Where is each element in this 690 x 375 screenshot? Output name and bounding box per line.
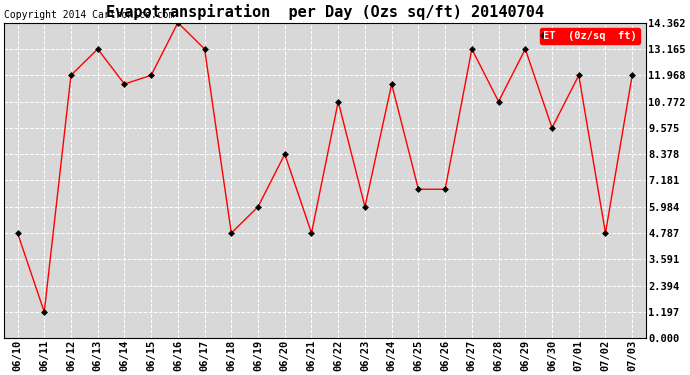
- Line: ET  (0z/sq  ft): ET (0z/sq ft): [15, 21, 634, 314]
- Legend: ET  (0z/sq  ft): ET (0z/sq ft): [540, 28, 640, 44]
- ET  (0z/sq  ft): [40, 310, 48, 314]
- ET  (0z/sq  ft): [575, 73, 583, 78]
- ET  (0z/sq  ft): [307, 231, 315, 235]
- ET  (0z/sq  ft): [441, 187, 449, 192]
- ET  (0z/sq  ft): [120, 82, 128, 86]
- ET  (0z/sq  ft): [201, 47, 209, 51]
- ET  (0z/sq  ft): [254, 204, 262, 209]
- ET  (0z/sq  ft): [13, 231, 21, 235]
- ET  (0z/sq  ft): [361, 204, 369, 209]
- ET  (0z/sq  ft): [227, 231, 235, 235]
- ET  (0z/sq  ft): [67, 73, 75, 78]
- ET  (0z/sq  ft): [414, 187, 422, 192]
- ET  (0z/sq  ft): [281, 152, 289, 156]
- ET  (0z/sq  ft): [174, 21, 182, 25]
- Title: Evapotranspiration  per Day (Ozs sq/ft) 20140704: Evapotranspiration per Day (Ozs sq/ft) 2…: [106, 4, 544, 20]
- ET  (0z/sq  ft): [147, 73, 155, 78]
- ET  (0z/sq  ft): [334, 99, 342, 104]
- ET  (0z/sq  ft): [521, 47, 529, 51]
- ET  (0z/sq  ft): [468, 47, 476, 51]
- ET  (0z/sq  ft): [388, 82, 396, 86]
- ET  (0z/sq  ft): [495, 99, 503, 104]
- ET  (0z/sq  ft): [94, 47, 102, 51]
- ET  (0z/sq  ft): [601, 231, 609, 235]
- Text: Copyright 2014 Cartronics.com: Copyright 2014 Cartronics.com: [4, 10, 175, 20]
- ET  (0z/sq  ft): [548, 126, 556, 130]
- ET  (0z/sq  ft): [628, 73, 636, 78]
